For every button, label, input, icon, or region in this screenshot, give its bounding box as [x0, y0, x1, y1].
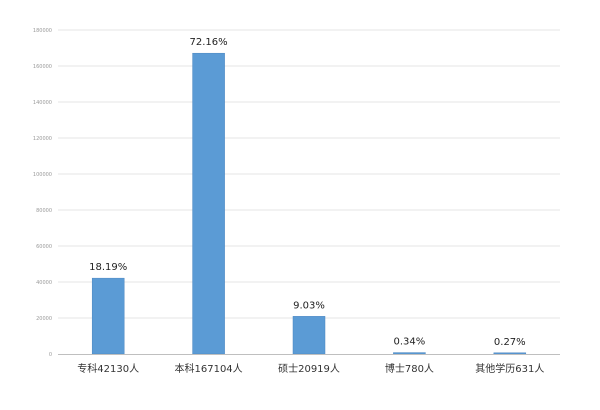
y-tick-label: 0 — [49, 352, 52, 358]
y-tick-label: 20000 — [36, 316, 52, 322]
y-tick-label: 120000 — [33, 136, 52, 142]
x-tick-label: 本科167104人 — [175, 362, 243, 375]
x-axis-ticks: 专科42130人 本科167104人 硕士20919人 博士780人 其他学历631人 — [77, 362, 544, 375]
bar — [292, 316, 326, 355]
data-labels: 18.19% 72.16% 9.03% 0.34% 0.27% — [89, 37, 526, 348]
x-tick-label: 专科42130人 — [77, 362, 139, 375]
y-tick-label: 180000 — [33, 28, 52, 34]
x-tick-label: 硕士20919人 — [278, 362, 340, 375]
y-tick-label: 60000 — [36, 244, 52, 250]
bars — [91, 52, 527, 355]
y-axis-ticks: 0 20000 40000 60000 80000 100000 120000 140000 1… — [33, 28, 52, 358]
y-tick-label: 140000 — [33, 100, 52, 106]
bar — [91, 277, 125, 355]
data-label: 72.16% — [190, 37, 228, 48]
x-tick-label: 其他学历631人 — [475, 362, 544, 375]
y-tick-label: 80000 — [36, 208, 52, 214]
y-tick-label: 100000 — [33, 172, 52, 178]
data-label: 0.27% — [494, 337, 526, 348]
bar — [393, 352, 426, 355]
y-tick-label: 40000 — [36, 280, 52, 286]
y-tick-label: 160000 — [33, 64, 52, 70]
data-label: 9.03% — [293, 300, 325, 311]
data-label: 18.19% — [89, 262, 127, 273]
bar — [192, 52, 225, 355]
x-tick-label: 博士780人 — [385, 362, 434, 375]
bar — [493, 352, 527, 355]
data-label: 0.34% — [394, 337, 426, 348]
gridlines — [58, 29, 560, 319]
